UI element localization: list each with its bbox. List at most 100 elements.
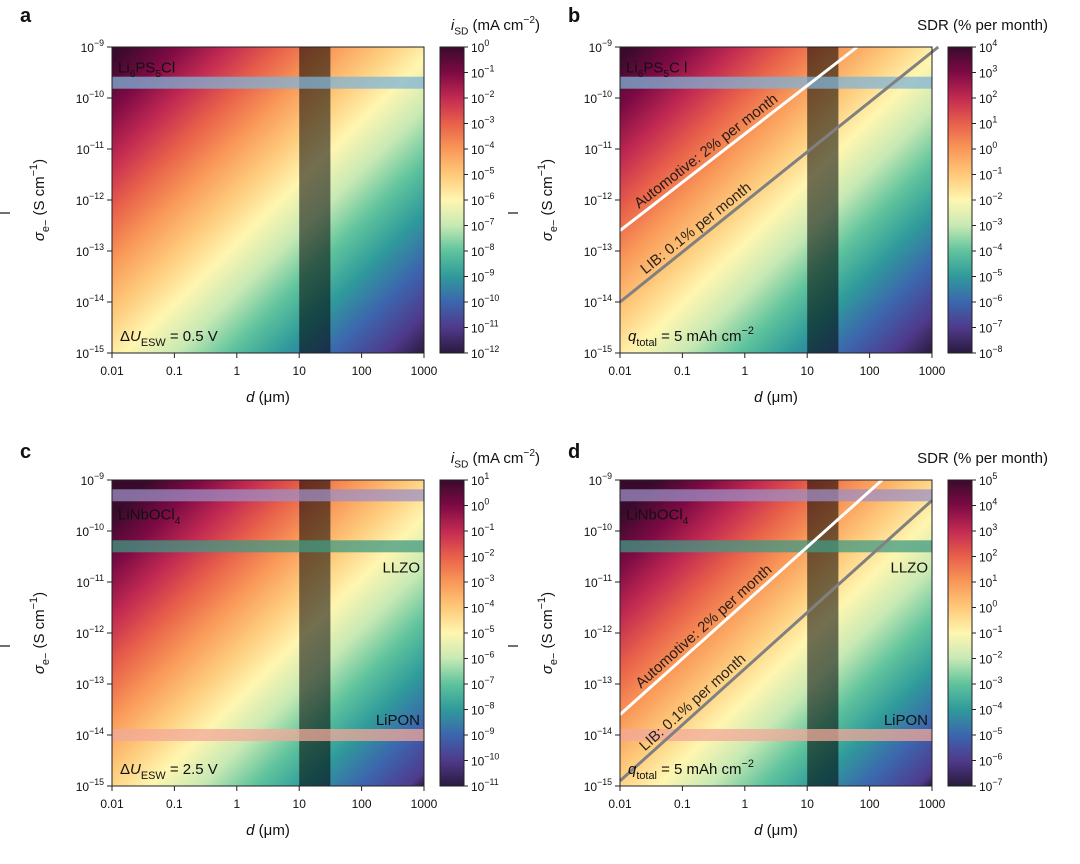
colorbar-tick-label: 10−1​ <box>979 624 1002 641</box>
y-tick-label: 10−9​ <box>589 38 612 55</box>
y-axis-label: σe−​ (S cm−1​) <box>536 159 560 241</box>
panel-letter: a <box>20 5 32 27</box>
y-tick-label: 10−15​ <box>76 344 104 361</box>
condition-note: qtotal​ = 5 mAh cm−2​ <box>628 325 754 349</box>
x-tick-label: 100 <box>860 364 880 378</box>
y-axis-label: σe−​ (S cm−1​) <box>28 159 52 241</box>
colorbar-tick-label: 104​ <box>979 497 997 514</box>
condition-note: qtotal​ = 5 mAh cm−2​ <box>628 758 754 782</box>
colorbar-tick-label: 10−1​ <box>979 166 1002 183</box>
colorbar-tick-label: 10−7​ <box>471 217 494 234</box>
x-tick-label: 0.01 <box>608 797 632 811</box>
y-tick-label: 10−15​ <box>584 777 612 794</box>
panel-letter: d <box>568 441 580 463</box>
y-tick-label: 10−15​ <box>76 777 104 794</box>
y-tick-label: 10−10​ <box>76 89 104 106</box>
colorbar-tick-label: 10−5​ <box>979 726 1002 743</box>
material-band <box>620 489 932 502</box>
colorbar-tick-label: 10−9​ <box>471 268 494 285</box>
colorbar <box>439 479 465 787</box>
x-tick-label: 0.01 <box>608 364 632 378</box>
x-tick-label: 0.01 <box>100 364 124 378</box>
x-tick-label: 10 <box>801 797 815 811</box>
colorbar-tick-label: 10−10​ <box>471 293 499 310</box>
y-tick-label: 10−14​ <box>76 726 104 743</box>
colorbar-tick-label: 103​ <box>979 64 997 81</box>
colorbar-tick-label: 10−5​ <box>471 624 494 641</box>
colorbar-tick-label: 10−5​ <box>979 268 1002 285</box>
panel-letter: c <box>20 441 31 463</box>
x-tick-label: 1000 <box>919 797 946 811</box>
material-label: Li6​PS5​Cl <box>118 60 175 81</box>
colorbar-tick-label: 103​ <box>979 522 997 539</box>
colorbar-title: SDR (% per month) <box>917 450 1048 467</box>
material-band <box>620 540 932 553</box>
colorbar-tick-label: 100​ <box>471 38 489 55</box>
x-axis-label: d (μm) <box>754 389 798 406</box>
y-tick-label: 10−10​ <box>584 522 612 539</box>
colorbar-tick-label: 10−2​ <box>471 548 494 565</box>
colorbar-tick-label: 10−3​ <box>471 573 494 590</box>
y-tick-label: 10−12​ <box>76 624 104 641</box>
panel-c: LiNbOCl4​ LLZO LiPON 0.01 0.1 1 10 100 1000 d (μm… <box>0 441 540 839</box>
material-label: LLZO <box>382 559 420 576</box>
material-label: LiPON <box>884 712 928 729</box>
y-tick-label: 10−9​ <box>589 471 612 488</box>
colorbar-tick-label: 10−8​ <box>471 242 494 259</box>
material-label: LiNbOCl4​ <box>118 506 181 527</box>
colorbar-tick-label: 10−4​ <box>471 599 494 616</box>
x-tick-label: 10 <box>801 364 815 378</box>
colorbar-tick-label: 10−3​ <box>979 675 1002 692</box>
material-band <box>112 729 424 741</box>
colorbar-tick-label: 10−2​ <box>979 191 1002 208</box>
colorbar-tick-label: 10−11​ <box>471 777 499 794</box>
x-tick-label: 100 <box>352 364 372 378</box>
y-axis-label: σe−​ (S cm−1​) <box>28 592 52 674</box>
colorbar-tick-label: 10−4​ <box>979 701 1002 718</box>
x-tick-label: 10 <box>293 797 307 811</box>
colorbar-tick-label: 10−7​ <box>471 675 494 692</box>
material-band <box>112 489 424 502</box>
y-tick-label: 10−10​ <box>584 89 612 106</box>
x-axis-label: d (μm) <box>754 822 798 839</box>
x-tick-label: 100 <box>352 797 372 811</box>
y-tick-label: 10−9​ <box>81 38 104 55</box>
heatmap-field <box>620 47 932 353</box>
x-tick-label: 0.1 <box>674 797 691 811</box>
colorbar-tick-label: 10−4​ <box>979 242 1002 259</box>
colorbar-tick-label: 10−2​ <box>471 89 494 106</box>
colorbar-tick-label: 10−6​ <box>471 650 494 667</box>
y-tick-label: 10−13​ <box>584 242 612 259</box>
y-tick-label: 10−11​ <box>76 573 104 590</box>
colorbar-tick-label: 10−8​ <box>471 701 494 718</box>
material-band <box>112 540 424 553</box>
y-tick-label: 10−14​ <box>76 293 104 310</box>
y-tick-label: 10−9​ <box>81 471 104 488</box>
x-tick-label: 0.1 <box>166 797 183 811</box>
colorbar-tick-label: 102​ <box>979 89 997 106</box>
colorbar-tick-label: 100​ <box>471 497 489 514</box>
colorbar-tick-label: 10−4​ <box>471 140 494 157</box>
colorbar-tick-label: 10−8​ <box>979 344 1002 361</box>
y-tick-label: 10−13​ <box>76 242 104 259</box>
iso-line <box>619 45 859 232</box>
condition-note: ΔUESW​ = 2.5 V <box>120 761 218 782</box>
panel-a: Li6​PS5​Cl 0.01 0.1 1 10 100 1000 d (μm) 10−15​ 1… <box>0 5 540 406</box>
colorbar-tick-label: 10−10​ <box>471 752 499 769</box>
y-tick-label: 10−15​ <box>584 344 612 361</box>
y-tick-label: 10−12​ <box>76 191 104 208</box>
colorbar-tick-label: 104​ <box>979 38 997 55</box>
iso-line <box>618 478 884 716</box>
colorbar-tick-label: 10−11​ <box>471 319 499 336</box>
colorbar-tick-label: 10−1​ <box>471 64 494 81</box>
colorbar-tick-label: 10−7​ <box>979 777 1002 794</box>
condition-note: ΔUESW​ = 0.5 V <box>120 328 218 349</box>
colorbar-tick-label: 10−2​ <box>979 650 1002 667</box>
y-tick-label: 10−14​ <box>584 726 612 743</box>
colorbar-tick-label: 10−7​ <box>979 319 1002 336</box>
colorbar-tick-label: 100​ <box>979 140 997 157</box>
colorbar-tick-label: 10−3​ <box>471 115 494 132</box>
material-label: Li6​PS5​C l <box>626 60 687 81</box>
